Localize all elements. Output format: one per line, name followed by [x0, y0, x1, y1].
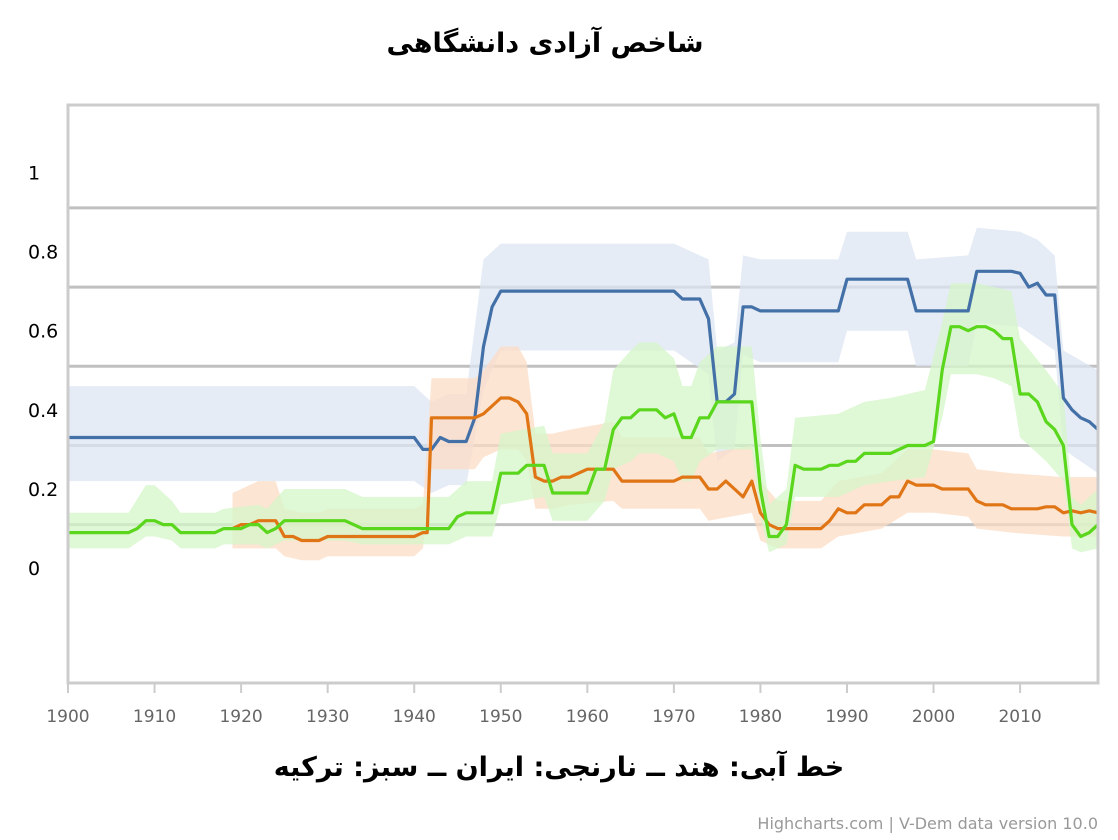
series-lines — [68, 269, 1100, 543]
x-tick-label: 1920 — [219, 707, 262, 727]
x-tick-label: 1930 — [306, 707, 349, 727]
x-tick-label: 1960 — [566, 707, 609, 727]
x-tick-label: 2000 — [912, 707, 955, 727]
y-tick-label: 0.8 — [28, 241, 58, 263]
x-tick-label: 1940 — [393, 707, 436, 727]
y-tick-label: 0.4 — [28, 400, 58, 422]
y-axis-labels: 0 0.2 0.4 0.6 0.8 1 — [28, 162, 58, 580]
y-tick-label: 1 — [28, 162, 40, 184]
legend-caption: خط آبی: هند ــ نارنجی: ایران ــ سبز: ترک… — [273, 752, 845, 783]
y-tick-label: 0 — [28, 558, 40, 580]
line-turkey[interactable] — [68, 325, 1100, 539]
x-tick-label: 1970 — [652, 707, 695, 727]
series-bands — [68, 227, 1098, 561]
line-iran[interactable] — [231, 396, 1099, 543]
x-tick-label: 1900 — [46, 707, 89, 727]
x-tick-label: 1950 — [479, 707, 522, 727]
x-tick-label: 1980 — [739, 707, 782, 727]
band-india — [68, 227, 1098, 493]
plot-border — [66, 103, 1100, 685]
line-india[interactable] — [68, 269, 1100, 451]
x-axis: 1900 1910 1920 1930 1940 1950 1960 1970 1980 1990… — [46, 683, 1042, 727]
band-turkey — [68, 283, 1098, 553]
credits-link[interactable]: Highcharts.com | V-Dem data version 10.0 — [757, 814, 1098, 833]
x-tick-label: 2010 — [998, 707, 1041, 727]
x-tick-label: 1910 — [133, 707, 176, 727]
y-tick-label: 0.2 — [28, 479, 58, 501]
chart-title: شاخص آزادی دانشگاهی — [386, 28, 704, 59]
y-tick-label: 0.6 — [28, 321, 58, 343]
x-tick-label: 1990 — [825, 707, 868, 727]
